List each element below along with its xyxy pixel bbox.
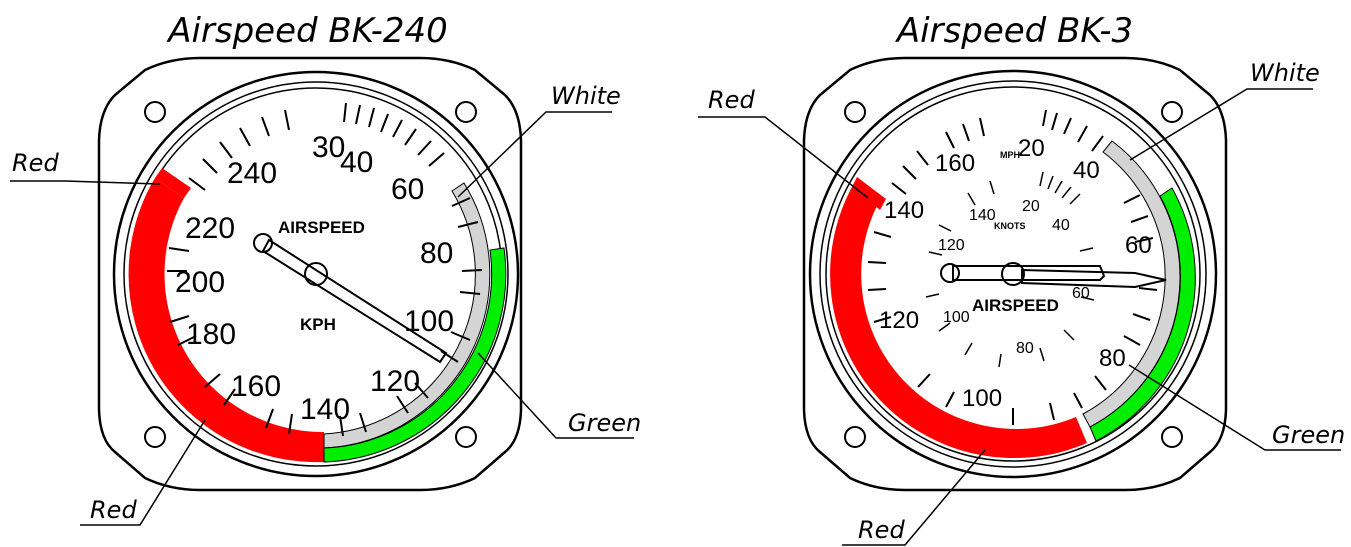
dial-tick-marks — [167, 102, 483, 437]
scale-label: 20 — [1022, 198, 1040, 215]
bezel-outer-ring — [808, 69, 1218, 479]
gauge-bk-240: Airspeed BK-240 — [10, 11, 641, 526]
mph-label: MPH — [1000, 150, 1020, 160]
callout-label: Red — [90, 496, 137, 524]
scale-label: 40 — [340, 146, 373, 179]
bezel-inner-ring — [819, 80, 1207, 468]
mounting-hole — [455, 101, 477, 123]
green-arc-band — [1089, 187, 1196, 442]
dial-edge — [825, 86, 1201, 462]
white-arc-band — [1082, 140, 1181, 428]
mounting-flange — [97, 56, 523, 492]
red-arc-band — [830, 187, 1087, 459]
callout-label: White — [551, 82, 621, 110]
callout-label: Green — [1272, 421, 1345, 449]
callout-label: Red — [708, 86, 755, 114]
scale-label: 60 — [391, 173, 424, 206]
red-arc-band — [128, 178, 324, 463]
leader-lines — [698, 88, 1341, 546]
scale-label: 60 — [1125, 232, 1152, 259]
mounting-hole — [844, 101, 866, 123]
outer-scale-labels: 20 40 60 80 100 120 140 160 — [879, 135, 1152, 412]
mounting-hole — [144, 101, 166, 123]
scale-label: 120 — [938, 237, 965, 254]
scale-label: 60 — [1072, 285, 1090, 302]
scale-label: 120 — [370, 365, 420, 398]
scale-label: 40 — [1052, 217, 1070, 234]
mounting-hole — [844, 426, 866, 448]
gauge-title: Airspeed BK-240 — [166, 11, 448, 51]
needle-hub — [304, 262, 328, 286]
scale-label: 80 — [1099, 345, 1126, 372]
inner-scale-labels: 20 40 60 80 100 120 140 — [938, 198, 1090, 357]
mounting-hole — [1161, 426, 1183, 448]
scale-label: 100 — [943, 309, 970, 326]
mounting-hole — [144, 426, 166, 448]
scale-label: 140 — [969, 207, 996, 224]
scale-label: 160 — [231, 370, 281, 403]
scale-label: 20 — [1018, 135, 1045, 162]
unit-label: KPH — [300, 315, 336, 334]
gauge-title: Airspeed BK-3 — [895, 11, 1133, 51]
bezel-inner-ring — [123, 81, 509, 467]
scale-label: 180 — [186, 318, 236, 351]
inner-tick-marks — [925, 171, 1095, 368]
callout-label: Green — [568, 409, 641, 437]
face-label: AIRSPEED — [278, 218, 365, 237]
callout-label: White — [1250, 59, 1320, 87]
scale-label: 100 — [404, 305, 454, 338]
gauge-bk-3: Airspeed BK-3 — [698, 11, 1345, 546]
dial-tick-marks — [867, 109, 1158, 425]
callout-label: Red — [12, 149, 59, 177]
mounting-hole — [1161, 101, 1183, 123]
scale-label: 30 — [312, 131, 345, 164]
bezel-outer-ring — [112, 70, 520, 478]
white-arc-band — [323, 182, 491, 449]
scale-label: 240 — [227, 157, 277, 190]
face-label: AIRSPEED — [972, 296, 1059, 315]
scale-label: 80 — [1016, 340, 1034, 357]
knots-label: KNOTS — [994, 221, 1026, 231]
green-arc-band — [323, 247, 507, 463]
callout-label: Red — [858, 516, 905, 544]
scale-label: 140 — [884, 197, 924, 224]
scale-label: 200 — [175, 266, 225, 299]
needle — [940, 262, 1167, 289]
red-arc-end-cap — [155, 168, 191, 198]
scale-label: 160 — [935, 150, 975, 177]
scale-label: 80 — [420, 237, 453, 270]
needle-hub — [1001, 262, 1025, 286]
mounting-flange — [802, 56, 1228, 492]
leader-lines — [10, 111, 634, 526]
scale-label: 40 — [1073, 157, 1100, 184]
mounting-hole — [455, 426, 477, 448]
scale-label: 220 — [185, 212, 235, 245]
scale-label: 120 — [879, 307, 919, 334]
needle — [253, 233, 448, 364]
scale-label: 100 — [962, 385, 1002, 412]
red-arc-end-cap — [852, 177, 886, 210]
scale-label: 140 — [300, 393, 350, 426]
dial-scale-labels: 30 40 60 80 100 120 140 160 180 200 220 … — [175, 131, 454, 426]
